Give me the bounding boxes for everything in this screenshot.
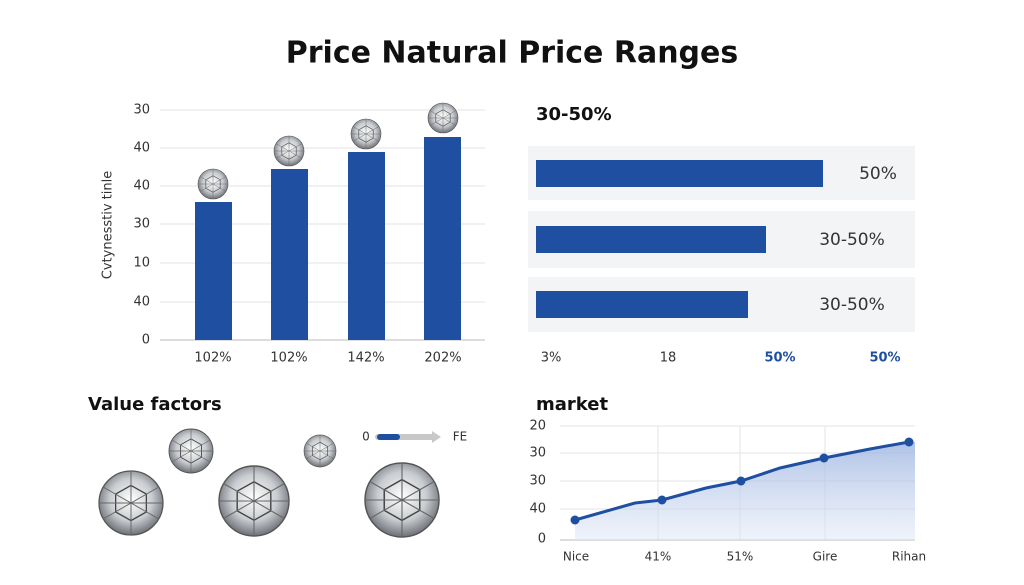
gem-image <box>168 428 214 474</box>
bar <box>536 291 748 318</box>
point <box>819 453 829 463</box>
slider-start: 0 <box>362 430 370 444</box>
bar <box>195 202 232 340</box>
x-label: 18 <box>660 351 677 366</box>
x-label: 50% <box>869 351 900 366</box>
market-chart: market 20 30 30 40 0 Nice 41% 51% Gire R… <box>529 394 926 564</box>
gem-icon <box>350 118 382 150</box>
gem-icon <box>197 168 229 200</box>
x-label: 50% <box>764 351 795 366</box>
area <box>575 442 915 540</box>
value-factors: Value factors 0 FE <box>88 394 467 538</box>
x-label: Nice <box>563 550 589 564</box>
bar <box>536 160 823 187</box>
y-label: 40 <box>133 295 150 310</box>
category-label: 142% <box>347 351 384 366</box>
bar <box>424 137 461 340</box>
x-label: Rihan <box>892 550 926 564</box>
y-label: 40 <box>133 141 150 156</box>
y-label: 0 <box>142 333 150 348</box>
y-label: 30 <box>133 217 150 232</box>
x-label: Gire <box>813 550 838 564</box>
y-label: 0 <box>538 532 546 547</box>
gem-image <box>98 470 164 536</box>
x-label: 51% <box>727 550 754 564</box>
axis-label: Cvtynesstiv tinle <box>101 171 116 279</box>
bar <box>348 152 385 340</box>
gem-image <box>364 462 440 538</box>
y-label: 40 <box>133 179 150 194</box>
bar-label: 50% <box>859 164 897 184</box>
panel-title: Value factors <box>88 394 222 415</box>
page-title: Price Natural Price Ranges <box>286 36 738 71</box>
y-label: 30 <box>133 103 150 118</box>
category-label: 102% <box>194 351 231 366</box>
y-label: 10 <box>133 256 150 271</box>
gem-icon <box>427 102 459 134</box>
x-label: 41% <box>645 550 672 564</box>
right-chart: 30-50% 50% 30-50% 30-50% 3% 18 50% 50% <box>528 104 915 366</box>
y-label: 30 <box>529 474 546 489</box>
category-label: 102% <box>270 351 307 366</box>
slider-arrow <box>432 431 441 443</box>
y-label: 30 <box>529 446 546 461</box>
left-chart: 30 40 40 30 10 40 0 Cvtynesstiv tinle 10… <box>101 102 485 366</box>
panel-title: 30-50% <box>536 104 612 125</box>
bar <box>271 169 308 340</box>
bar <box>536 226 766 253</box>
bar-label: 30-50% <box>819 230 885 250</box>
gem-image <box>303 434 337 468</box>
y-label: 20 <box>529 419 546 434</box>
point <box>736 476 746 486</box>
slider-end: FE <box>453 430 467 444</box>
y-label: 40 <box>529 502 546 517</box>
point <box>657 495 667 505</box>
x-label: 3% <box>541 351 562 366</box>
gem-image <box>218 465 290 537</box>
point <box>904 437 914 447</box>
point <box>570 515 580 525</box>
panel-title: market <box>536 394 608 415</box>
bar-label: 30-50% <box>819 295 885 315</box>
gem-icon <box>273 135 305 167</box>
category-label: 202% <box>424 351 461 366</box>
